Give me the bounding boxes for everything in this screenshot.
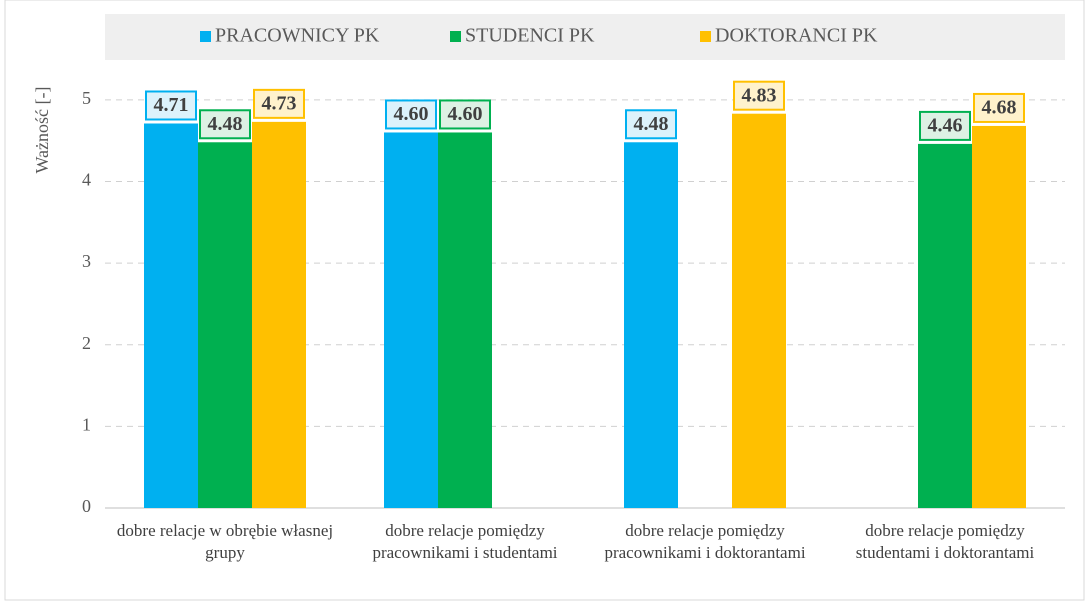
y-tick-label: 4 bbox=[82, 170, 91, 190]
y-tick-label: 5 bbox=[82, 88, 91, 108]
bar bbox=[144, 123, 198, 508]
data-label-box bbox=[439, 99, 491, 130]
y-tick-label: 3 bbox=[82, 251, 91, 271]
data-label: 4.46 bbox=[928, 114, 963, 136]
data-label-box bbox=[919, 110, 971, 141]
data-label-box bbox=[145, 90, 197, 121]
data-label: 4.48 bbox=[634, 113, 669, 135]
bar bbox=[624, 142, 678, 508]
legend-swatch bbox=[450, 31, 461, 42]
y-tick-label: 1 bbox=[82, 414, 91, 434]
data-label: 4.71 bbox=[154, 94, 189, 116]
data-label-box bbox=[733, 80, 785, 111]
data-label-box bbox=[385, 99, 437, 130]
bar bbox=[918, 143, 972, 508]
legend-band bbox=[105, 14, 1065, 60]
legend-swatch bbox=[700, 31, 711, 42]
data-label: 4.60 bbox=[394, 103, 429, 125]
data-label: 4.83 bbox=[742, 84, 777, 106]
y-axis-label: Ważność [-] bbox=[32, 86, 52, 173]
data-label: 4.68 bbox=[982, 97, 1017, 119]
bar bbox=[438, 132, 492, 509]
data-label: 4.48 bbox=[208, 113, 243, 135]
bar bbox=[972, 125, 1026, 508]
y-tick-label: 2 bbox=[82, 333, 91, 353]
y-tick-label: 0 bbox=[82, 496, 91, 516]
legend-label: DOKTORANCI PK bbox=[715, 25, 878, 47]
data-label-box bbox=[199, 109, 251, 140]
legend-swatch bbox=[200, 31, 211, 42]
bar bbox=[384, 132, 438, 509]
data-label: 4.60 bbox=[448, 103, 483, 125]
data-label-box bbox=[253, 88, 305, 119]
legend-label: PRACOWNICY PK bbox=[215, 25, 380, 47]
x-tick-label: dobre relacje w obrębie własnej grupy bbox=[116, 521, 334, 562]
x-tick-label: dobre relacje pomiędzy pracownikami i st… bbox=[372, 521, 558, 562]
x-tick-label: dobre relacje pomiędzy studentami i dokt… bbox=[855, 521, 1035, 562]
data-label: 4.73 bbox=[262, 92, 297, 114]
data-label-box bbox=[625, 109, 677, 140]
legend-label: STUDENCI PK bbox=[465, 25, 595, 47]
bar bbox=[732, 113, 786, 509]
bar bbox=[198, 142, 252, 508]
bar bbox=[252, 121, 306, 509]
data-label-box bbox=[973, 92, 1025, 123]
x-tick-label: dobre relacje pomiędzy pracownikami i do… bbox=[604, 521, 806, 562]
